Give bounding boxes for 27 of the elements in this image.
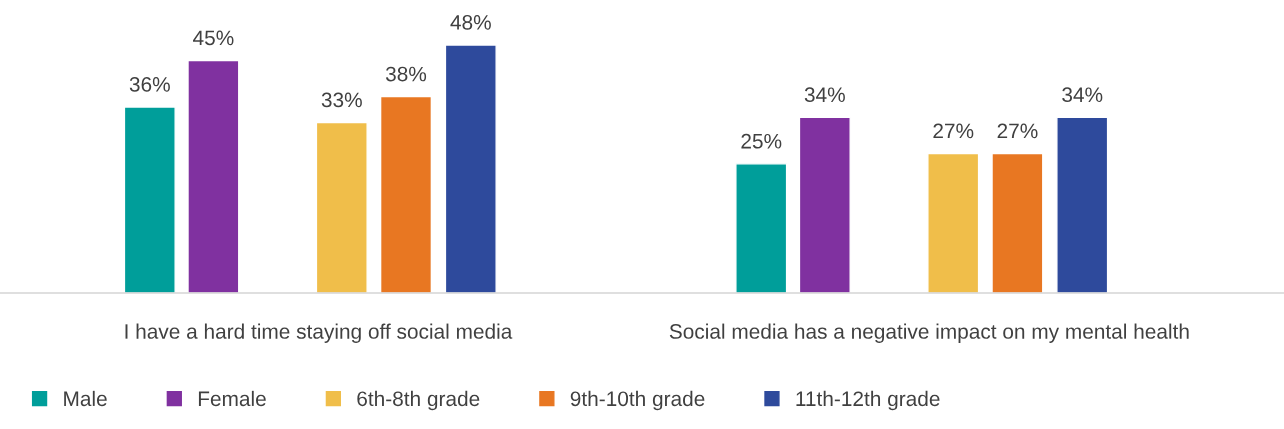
x-tick-label: I have a hard time staying off social media [125, 323, 513, 343]
bar [798, 116, 851, 294]
bar [379, 95, 433, 294]
bar [927, 152, 980, 294]
legend-label: Male [64, 390, 107, 407]
x-tick-label: Social media has a negative impact on my mental health [669, 323, 1189, 343]
data-label: 27% [933, 123, 974, 139]
bar [187, 59, 240, 294]
data-label: 38% [385, 66, 427, 82]
bar [123, 106, 176, 294]
bar [1056, 116, 1109, 294]
legend-label: 6th-8th grade [357, 390, 480, 411]
data-label: 25% [741, 133, 782, 149]
data-label: 33% [321, 92, 362, 108]
bar [315, 121, 368, 294]
data-label: 45% [193, 30, 234, 46]
legend-label: Female [198, 390, 266, 407]
legend-label: 9th-10th grade [570, 390, 705, 411]
data-label: 34% [1062, 87, 1103, 103]
bar [991, 152, 1044, 294]
data-label: 36% [129, 77, 170, 92]
legend-label: 11th-12th grade [796, 390, 940, 411]
data-label: 34% [804, 87, 845, 103]
data-label: 48% [450, 14, 491, 30]
bar [735, 163, 788, 294]
data-label: 27% [997, 123, 1038, 139]
bar [444, 44, 497, 294]
